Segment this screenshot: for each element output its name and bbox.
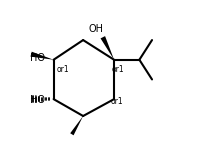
- Text: OH: OH: [89, 24, 104, 34]
- Polygon shape: [101, 36, 114, 60]
- Polygon shape: [70, 116, 83, 135]
- Text: HO: HO: [30, 53, 45, 63]
- Polygon shape: [30, 52, 54, 60]
- Text: or1: or1: [111, 97, 123, 106]
- Text: HO: HO: [30, 95, 45, 105]
- Text: or1: or1: [57, 65, 70, 74]
- Text: or1: or1: [112, 65, 125, 74]
